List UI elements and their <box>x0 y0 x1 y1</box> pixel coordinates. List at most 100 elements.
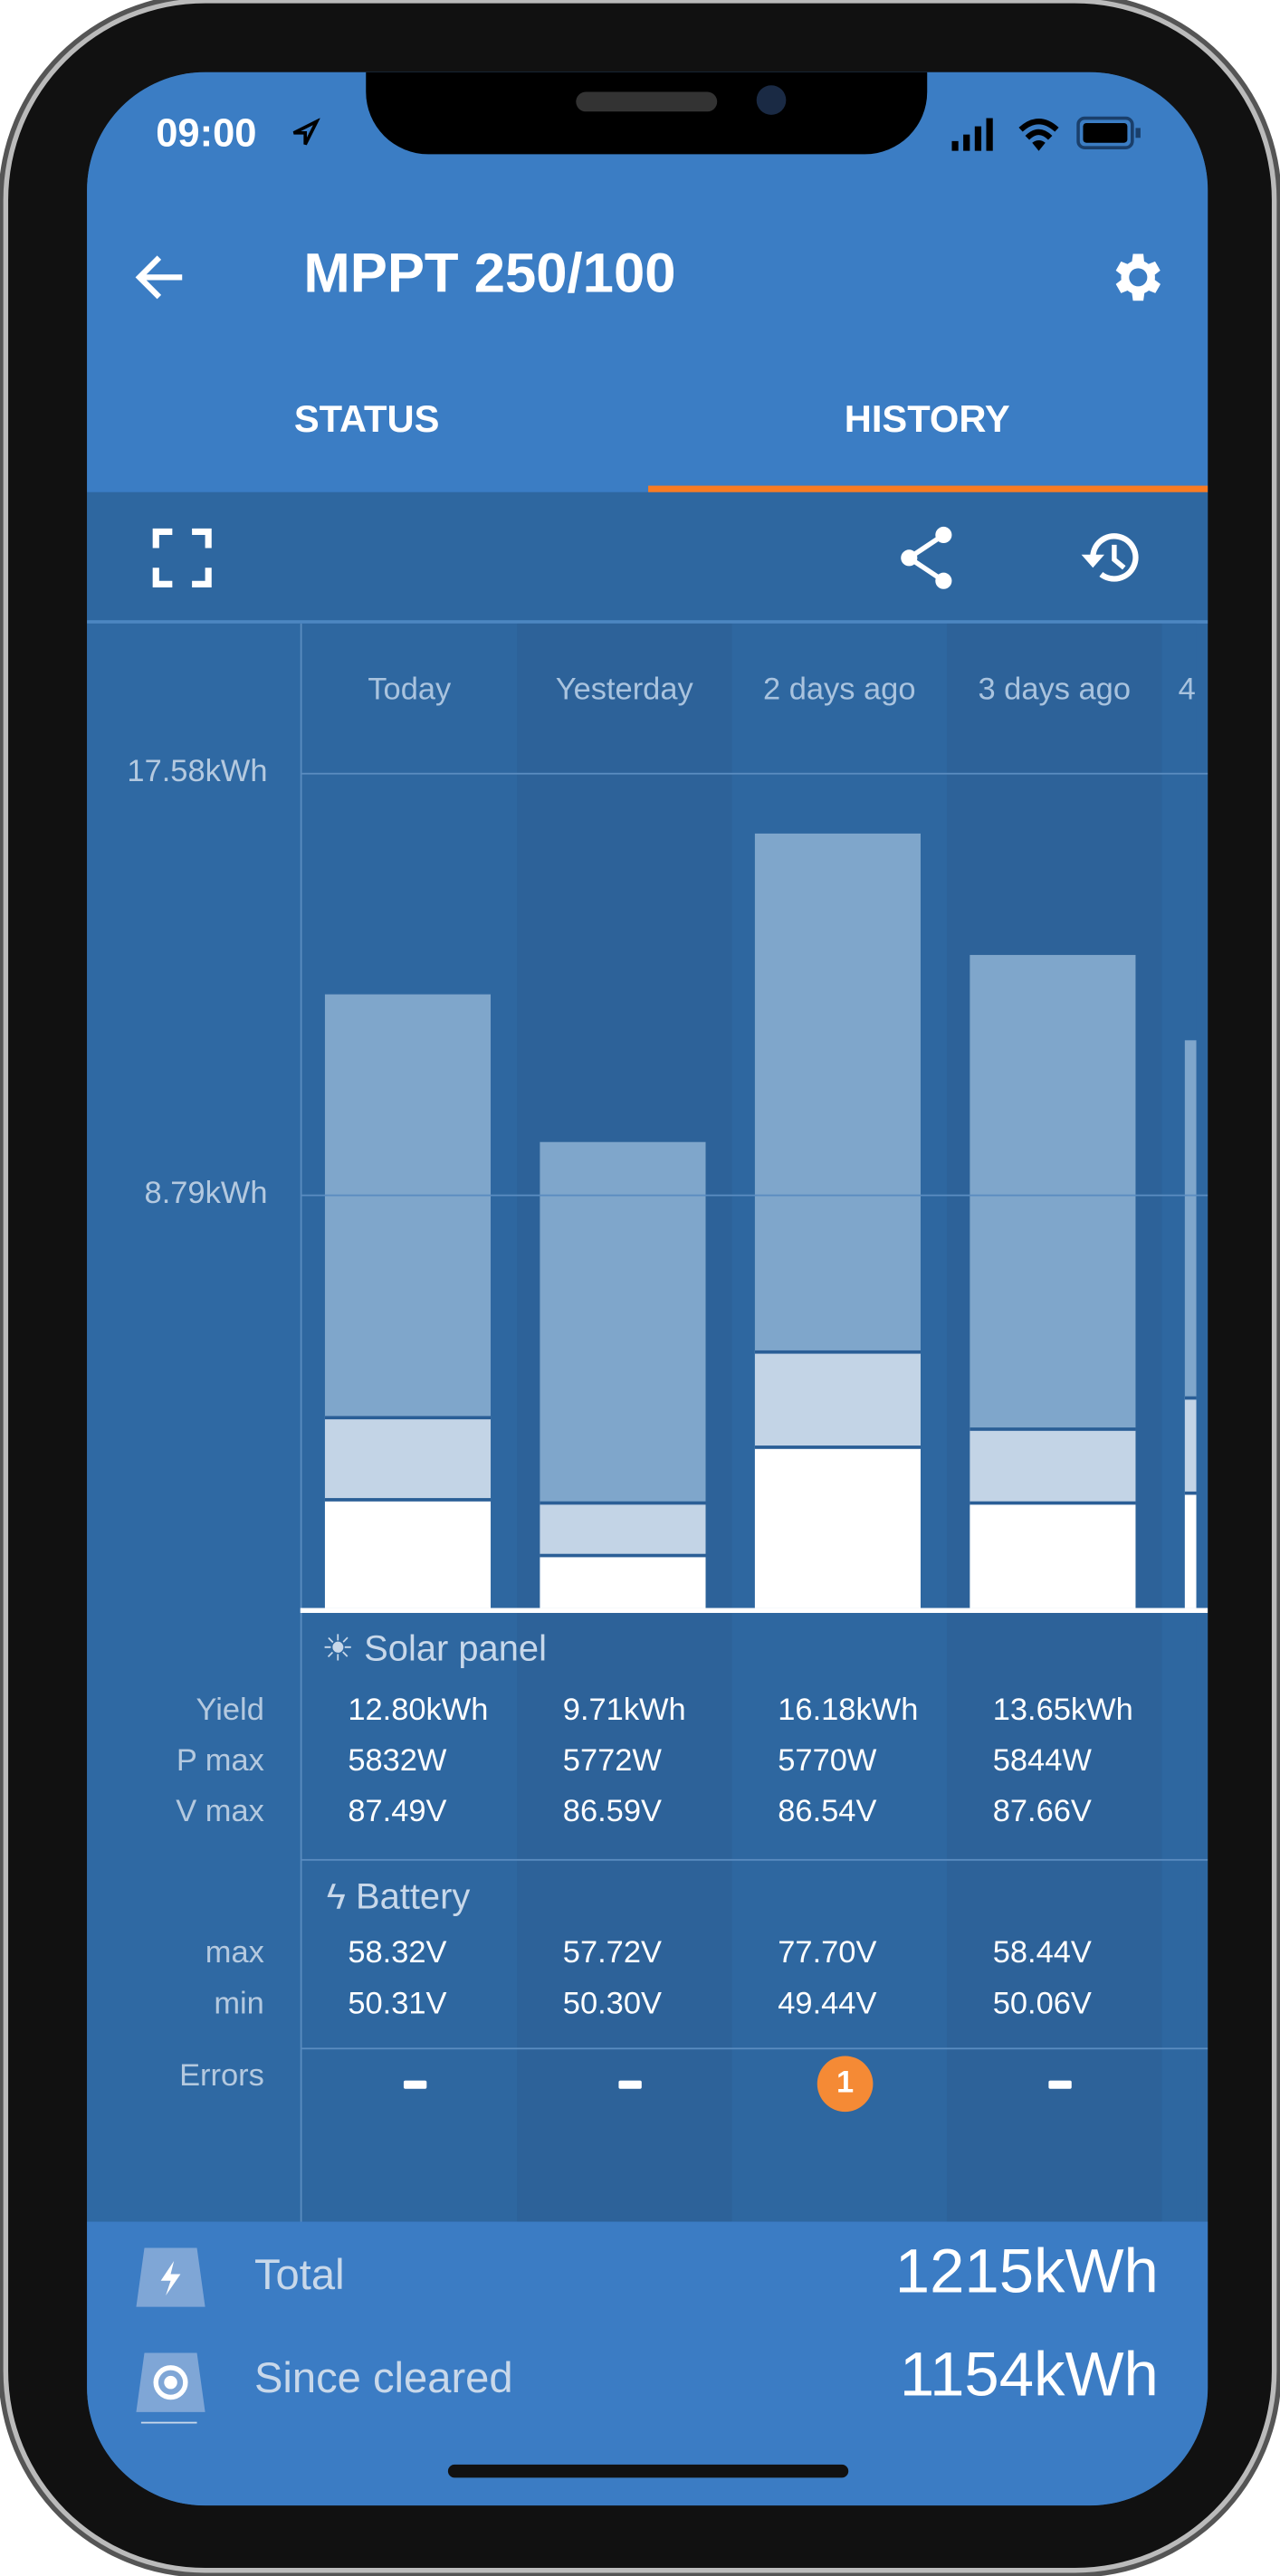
lightning-icon: ϟ <box>326 1875 346 1917</box>
bar-segment <box>754 1350 921 1449</box>
since-cleared-icon <box>136 2352 205 2424</box>
bar-segment <box>1184 1396 1197 1495</box>
day-column[interactable]: Yesterday 9.71kWh 5772W 86.59V 57.72V 50.30V <box>517 623 732 2226</box>
yield-bar[interactable] <box>1184 1039 1197 1608</box>
day-header: 2 days ago <box>762 673 916 708</box>
value-bmax: 58.32V <box>348 1936 447 1971</box>
signal-icon <box>951 118 993 151</box>
location-arrow-icon <box>292 118 320 146</box>
status-time: 09:00 <box>156 111 257 157</box>
bar-segment <box>754 833 921 1354</box>
label-errors: Errors <box>179 2059 264 2094</box>
total-yield-icon <box>136 2247 205 2307</box>
label-vmax: V max <box>176 1795 264 1830</box>
value-vmax: 86.54V <box>778 1795 877 1830</box>
bar-segment <box>970 1504 1136 1608</box>
day-column[interactable]: 2 days ago 16.18kWh 5770W 86.54V 77.70V 49.44… <box>731 623 947 2226</box>
history-icon[interactable] <box>1078 529 1144 587</box>
tab-status[interactable]: STATUS <box>293 396 440 440</box>
divider <box>301 2047 1208 2050</box>
bar-segment <box>1184 1494 1197 1608</box>
no-errors-dash <box>403 2080 427 2089</box>
no-errors-dash <box>1048 2080 1072 2089</box>
value-bmax: 77.70V <box>778 1936 877 1971</box>
solar-panel-title: Solar panel <box>364 1627 547 1669</box>
day-column[interactable]: 3 days ago 13.65kWh 5844W 87.66V 58.44V 50.06… <box>946 623 1162 2226</box>
label-pmax: P max <box>176 1744 264 1779</box>
value-yield: 9.71kWh <box>562 1693 686 1728</box>
value-bmin: 50.06V <box>992 1987 1092 2022</box>
day-header: 4 <box>1178 673 1196 708</box>
day-header: 3 days ago <box>978 673 1131 708</box>
total-label: Total <box>253 2249 345 2299</box>
y-tick-label: 17.58kWh <box>127 754 268 789</box>
day-column[interactable]: 4 <box>1161 623 1197 2226</box>
value-bmax: 58.44V <box>992 1936 1092 1971</box>
value-pmax: 5832W <box>348 1744 447 1779</box>
label-battery-min: min <box>214 1987 264 2022</box>
arrow-left-icon[interactable] <box>133 250 189 306</box>
bar-segment <box>540 1501 706 1558</box>
gridline <box>301 772 1208 775</box>
totals-panel: Total 1215kWh Since cleared 1154kWh <box>87 2221 1208 2506</box>
yield-bar[interactable] <box>540 1141 706 1608</box>
value-vmax: 87.66V <box>992 1795 1092 1830</box>
bar-segment <box>324 1501 492 1608</box>
value-yield: 13.65kWh <box>992 1693 1133 1728</box>
value-yield: 16.18kWh <box>778 1693 919 1728</box>
app-header: 09:00 MPPT 250/100 STATUS HISTORY <box>87 72 1208 492</box>
since-cleared-label: Since cleared <box>253 2352 513 2402</box>
share-icon[interactable] <box>898 525 957 591</box>
battery-heading: ϟ Battery <box>327 1875 471 1918</box>
day-header: Today <box>368 673 452 708</box>
wifi-icon <box>1018 118 1059 151</box>
value-pmax: 5770W <box>778 1744 877 1779</box>
value-bmin: 50.31V <box>348 1987 447 2022</box>
day-header: Yesterday <box>555 673 693 708</box>
page-title: MPPT 250/100 <box>303 243 676 306</box>
gridline <box>301 1194 1208 1197</box>
active-tab-indicator <box>648 485 1208 492</box>
total-value: 1215kWh <box>894 2237 1159 2307</box>
bar-segment <box>324 1416 492 1502</box>
error-count-badge[interactable]: 1 <box>817 2056 874 2113</box>
day-column[interactable]: Today 12.80kWh 5832W 87.49V 58.32V 50.31V <box>301 623 518 2226</box>
toolbar <box>87 491 1208 624</box>
home-indicator[interactable] <box>447 2464 849 2478</box>
since-cleared-value: 1154kWh <box>899 2341 1159 2411</box>
fullscreen-icon[interactable] <box>152 528 212 587</box>
chart-baseline <box>300 1608 1208 1613</box>
y-axis-column: 17.58kWh 8.79kWh <box>87 623 302 2226</box>
yield-bar[interactable] <box>754 833 921 1608</box>
y-tick-label: 8.79kWh <box>144 1176 268 1211</box>
bar-segment <box>540 1557 706 1608</box>
phone-frame: 09:00 MPPT 250/100 STATUS HISTORY 17.58k… <box>8 3 1272 2569</box>
bar-segment <box>1184 1039 1197 1399</box>
value-vmax: 86.59V <box>562 1795 662 1830</box>
label-battery-max: max <box>205 1936 264 1971</box>
value-pmax: 5772W <box>562 1744 662 1779</box>
notch <box>366 72 928 155</box>
value-bmax: 57.72V <box>562 1936 662 1971</box>
battery-status-icon <box>1076 116 1141 149</box>
label-yield: Yield <box>196 1693 264 1728</box>
bar-segment <box>540 1141 706 1505</box>
gear-icon[interactable] <box>1104 246 1167 309</box>
value-bmin: 50.30V <box>562 1987 662 2022</box>
tab-history[interactable]: HISTORY <box>844 396 1010 440</box>
value-bmin: 49.44V <box>778 1987 877 2022</box>
sun-icon: ☀ <box>321 1627 355 1669</box>
screen: 09:00 MPPT 250/100 STATUS HISTORY 17.58k… <box>87 72 1208 2506</box>
divider <box>301 1858 1208 1861</box>
value-pmax: 5844W <box>992 1744 1092 1779</box>
bar-segment <box>970 1427 1136 1505</box>
bar-segment <box>970 954 1136 1431</box>
yield-bar[interactable] <box>970 954 1136 1608</box>
value-yield: 12.80kWh <box>348 1693 489 1728</box>
no-errors-dash <box>618 2080 642 2089</box>
bar-segment <box>324 994 492 1419</box>
yield-bar[interactable] <box>324 994 492 1608</box>
battery-title: Battery <box>355 1875 471 1917</box>
solar-panel-heading: ☀ Solar panel <box>321 1627 547 1670</box>
bar-segment <box>754 1448 921 1608</box>
